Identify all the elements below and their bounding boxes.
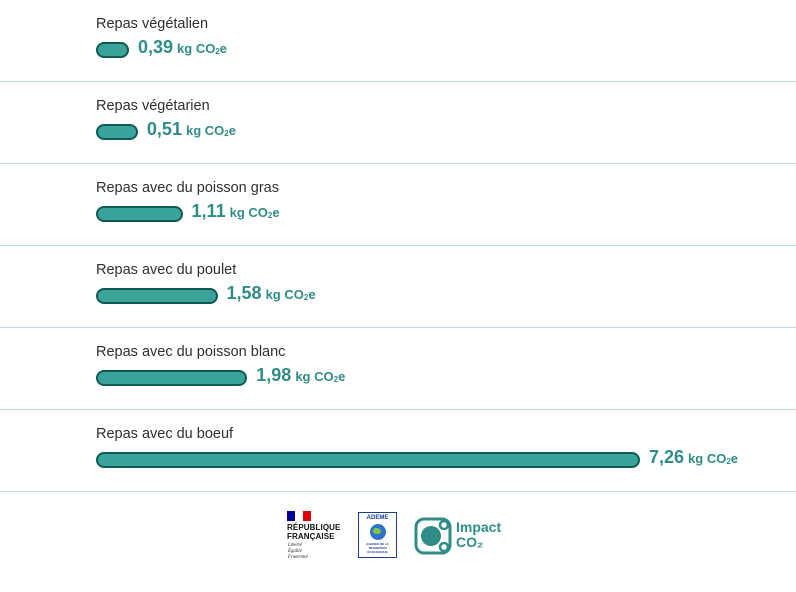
category-label: Repas avec du poulet — [96, 262, 237, 278]
chart-row: Repas avec du boeuf 7,26 kg CO2e — [0, 410, 796, 492]
republique-francaise-logo: RÉPUBLIQUE FRANÇAISE Liberté Égalité Fra… — [287, 511, 347, 563]
chart-row: Repas avec du poulet 1,58 kg CO2e — [0, 246, 796, 328]
value-unit: kg CO2e — [185, 123, 236, 138]
chart-row: Repas végétalien 0,39 kg CO2e — [0, 0, 796, 82]
chart-row: Repas avec du poisson gras 1,11 kg CO2e — [0, 164, 796, 246]
ademe-subtitle: AGENCE DE LA TRANSITION ÉCOLOGIQUE — [366, 542, 389, 554]
ademe-name: ADEME — [366, 515, 389, 521]
category-label: Repas végétarien — [96, 98, 210, 114]
value-unit: kg CO2e — [688, 451, 739, 466]
emissions-bar-chart: Repas végétalien 0,39 kg CO2e Repas végétar… — [0, 0, 796, 492]
impact-co2-name: Impact CO₂ — [456, 519, 502, 550]
category-label: Repas avec du poisson gras — [96, 180, 279, 196]
bar — [96, 206, 183, 222]
value-label: 1,98 kg CO2e — [256, 365, 345, 386]
bar — [96, 452, 640, 468]
value-unit: kg CO2e — [229, 205, 280, 220]
footer-logos: RÉPUBLIQUE FRANÇAISE Liberté Égalité Fra… — [0, 500, 796, 580]
value-number: 0,51 — [146, 119, 182, 139]
value-unit: kg CO2e — [265, 287, 316, 302]
category-label: Repas avec du boeuf — [96, 426, 234, 442]
value-label: 0,39 kg CO2e — [138, 37, 227, 58]
chart-row: Repas avec du poisson blanc 1,98 kg CO2e — [0, 328, 796, 410]
globe-icon — [370, 524, 386, 540]
french-flag-icon — [287, 511, 311, 521]
impact-co2-logo-icon — [414, 517, 452, 555]
bar — [96, 124, 138, 140]
chart-row: Repas végétarien 0,51 kg CO2e — [0, 82, 796, 164]
value-label: 1,58 kg CO2e — [227, 283, 316, 304]
value-number: 7,26 — [649, 447, 685, 467]
category-label: Repas avec du poisson blanc — [96, 344, 286, 360]
value-label: 0,51 kg CO2e — [147, 119, 236, 140]
bar — [96, 42, 129, 58]
bar — [96, 288, 218, 304]
ademe-logo: ADEME AGENCE DE LA TRANSITION ÉCOLOGIQUE — [358, 512, 397, 558]
value-number: 0,39 — [138, 37, 174, 57]
republique-francaise-title: RÉPUBLIQUE FRANÇAISE — [287, 523, 341, 541]
category-label: Repas végétalien — [96, 16, 209, 32]
value-number: 1,11 — [191, 201, 226, 221]
value-number: 1,98 — [256, 365, 292, 385]
value-label: 1,11 kg CO2e — [192, 201, 280, 222]
impact-co2-logo: Impact CO₂ — [414, 517, 514, 557]
value-number: 1,58 — [226, 283, 262, 303]
republique-motto: Liberté Égalité Fraternité — [288, 543, 308, 560]
value-unit: kg CO2e — [177, 41, 228, 56]
bar — [96, 370, 248, 386]
value-unit: kg CO2e — [295, 369, 346, 384]
value-label: 7,26 kg CO2e — [649, 447, 738, 468]
